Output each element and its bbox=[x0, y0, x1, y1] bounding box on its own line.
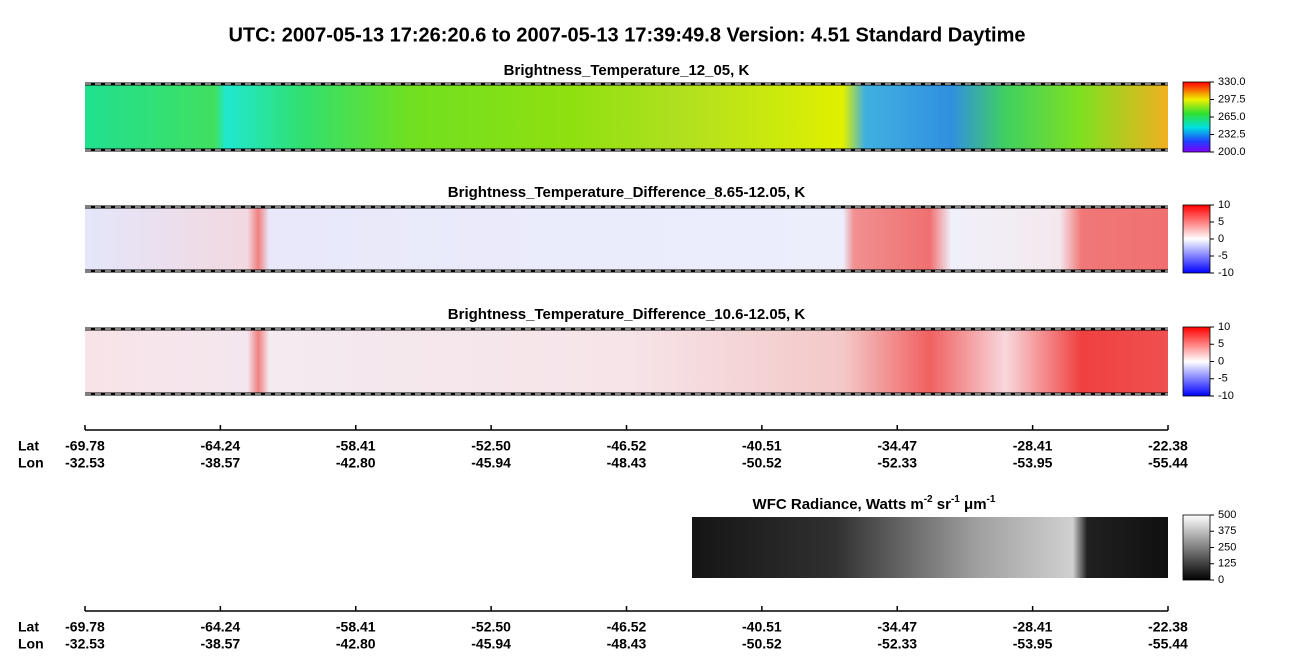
colorbar bbox=[1182, 81, 1211, 153]
lat-value: -58.41 bbox=[336, 619, 376, 635]
lat-value: -22.38 bbox=[1148, 619, 1188, 635]
lat-value: -52.50 bbox=[471, 619, 511, 635]
colorbar-label: 200.0 bbox=[1218, 146, 1246, 158]
panel-title: WFC Radiance, Watts m-2 sr-1 μm-1 bbox=[753, 494, 996, 513]
page-title: UTC: 2007-05-13 17:26:20.6 to 2007-05-13… bbox=[228, 24, 1025, 46]
colorbar-label: 0 bbox=[1218, 355, 1224, 367]
colorbar-label: 330.0 bbox=[1218, 76, 1246, 88]
superscript: -2 bbox=[924, 494, 933, 505]
lat-value: -22.38 bbox=[1148, 438, 1188, 454]
panel-title: Brightness_Temperature_12_05, K bbox=[504, 62, 750, 79]
colorbar-label: 297.5 bbox=[1218, 93, 1246, 105]
lon-value: -32.53 bbox=[65, 636, 105, 652]
colorbar-label: 500 bbox=[1218, 509, 1236, 521]
lat-value: -28.41 bbox=[1013, 619, 1053, 635]
lon-value: -50.52 bbox=[742, 636, 782, 652]
panel-title: Brightness_Temperature_Difference_8.65-1… bbox=[448, 184, 806, 201]
title-part: μm bbox=[960, 496, 987, 513]
lon-value: -38.57 bbox=[201, 455, 241, 471]
superscript: -1 bbox=[987, 494, 996, 505]
lon-value: -42.80 bbox=[336, 636, 376, 652]
lon-value: -45.94 bbox=[471, 455, 511, 471]
lon-value: -48.43 bbox=[607, 455, 647, 471]
panel-title: Brightness_Temperature_Difference_10.6-1… bbox=[448, 306, 806, 323]
colorbar-label: 250 bbox=[1218, 541, 1236, 553]
lon-value: -48.43 bbox=[607, 636, 647, 652]
superscript: -1 bbox=[951, 494, 960, 505]
lat-value: -46.52 bbox=[607, 619, 647, 635]
lat-value: -34.47 bbox=[877, 438, 917, 454]
colorbar-label: 265.0 bbox=[1218, 111, 1246, 123]
lon-value: -38.57 bbox=[201, 636, 241, 652]
title-part: sr bbox=[933, 496, 952, 513]
colorbar-label: 375 bbox=[1218, 525, 1236, 537]
lon-value: -52.33 bbox=[877, 455, 917, 471]
lon-value: -53.95 bbox=[1013, 455, 1053, 471]
colorbar-label: 5 bbox=[1218, 216, 1224, 228]
image-strip bbox=[85, 329, 1168, 394]
colorbar-label: 5 bbox=[1218, 338, 1224, 350]
title-part: WFC Radiance, Watts m bbox=[753, 496, 924, 513]
lon-value: -50.52 bbox=[742, 455, 782, 471]
lat-value: -40.51 bbox=[742, 438, 782, 454]
lat-value: -58.41 bbox=[336, 438, 376, 454]
colorbar-label: 125 bbox=[1218, 558, 1236, 570]
colorbar-label: -10 bbox=[1218, 390, 1234, 402]
colorbar-label: -10 bbox=[1218, 267, 1234, 279]
colorbar bbox=[1182, 514, 1211, 581]
lat-value: -64.24 bbox=[201, 438, 241, 454]
colorbar-label: 10 bbox=[1218, 321, 1230, 333]
colorbar-label: 232.5 bbox=[1218, 128, 1246, 140]
image-strip bbox=[85, 207, 1168, 271]
lon-value: -52.33 bbox=[877, 636, 917, 652]
colorbar-label: -5 bbox=[1218, 250, 1228, 262]
lat-value: -52.50 bbox=[471, 438, 511, 454]
colorbar-label: -5 bbox=[1218, 373, 1228, 385]
lat-value: -46.52 bbox=[607, 438, 647, 454]
lon-value: -53.95 bbox=[1013, 636, 1053, 652]
lat-value: -69.78 bbox=[65, 619, 105, 635]
lon-value: -55.44 bbox=[1148, 636, 1188, 652]
lat-value: -69.78 bbox=[65, 438, 105, 454]
lon-label: Lon bbox=[18, 636, 44, 652]
lat-value: -34.47 bbox=[877, 619, 917, 635]
lon-value: -32.53 bbox=[65, 455, 105, 471]
colorbar-label: 0 bbox=[1218, 233, 1224, 245]
colorbar bbox=[1182, 326, 1211, 397]
lat-value: -64.24 bbox=[201, 619, 241, 635]
lon-value: -42.80 bbox=[336, 455, 376, 471]
lat-label: Lat bbox=[18, 438, 39, 454]
lon-label: Lon bbox=[18, 455, 44, 471]
colorbar bbox=[1182, 204, 1211, 274]
lon-value: -45.94 bbox=[471, 636, 511, 652]
lat-label: Lat bbox=[18, 619, 39, 635]
colorbar-label: 0 bbox=[1218, 574, 1224, 586]
lat-value: -40.51 bbox=[742, 619, 782, 635]
lat-value: -28.41 bbox=[1013, 438, 1053, 454]
colorbar-label: 10 bbox=[1218, 199, 1230, 211]
image-strip bbox=[692, 517, 1168, 578]
lon-value: -55.44 bbox=[1148, 455, 1188, 471]
image-strip bbox=[85, 84, 1168, 150]
